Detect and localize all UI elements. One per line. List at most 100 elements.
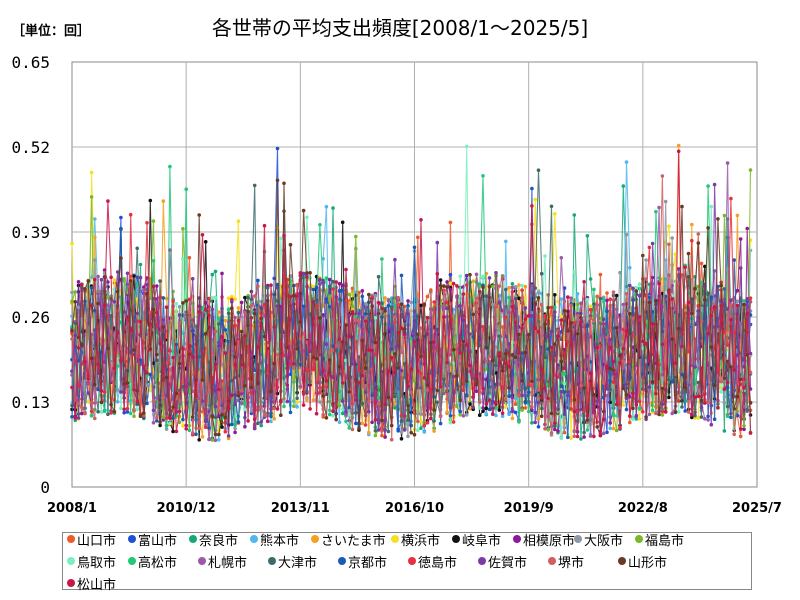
data-point [347, 334, 352, 339]
data-point [683, 399, 687, 403]
data-point [549, 305, 554, 310]
data-point [155, 396, 159, 400]
data-point [279, 236, 283, 241]
data-point [295, 347, 299, 351]
data-point [416, 419, 420, 424]
data-point [553, 310, 557, 314]
data-point [174, 429, 179, 434]
legend-item: 大阪市 [574, 528, 635, 550]
data-point [184, 299, 188, 303]
data-point [337, 389, 342, 394]
data-point [748, 431, 753, 435]
y-tick-label: 0.52 [11, 138, 50, 157]
data-point [334, 417, 339, 422]
data-point [321, 257, 326, 261]
series-20 [70, 149, 753, 439]
legend-label: 大阪市 [584, 533, 624, 549]
data-point [562, 299, 567, 304]
data-point [132, 414, 136, 419]
data-point [696, 380, 701, 385]
data-point [239, 388, 244, 393]
data-point [549, 411, 554, 416]
data-point [360, 315, 365, 320]
data-point [513, 410, 518, 415]
data-point [373, 433, 378, 438]
data-point [556, 334, 560, 338]
data-point [735, 213, 740, 218]
data-point [448, 281, 453, 286]
data-point [566, 336, 570, 341]
x-tick-label: 2022/8 [618, 501, 668, 516]
data-point [177, 321, 182, 325]
data-point [151, 219, 156, 223]
data-point [432, 340, 436, 344]
data-point [305, 275, 309, 280]
legend-item: 徳島市 [408, 550, 478, 572]
data-point [546, 399, 550, 403]
data-point [282, 353, 286, 358]
data-point [344, 323, 348, 327]
data-point [89, 414, 94, 418]
data-point [624, 393, 629, 397]
data-point [513, 355, 518, 360]
data-point [409, 337, 414, 341]
data-point [210, 438, 215, 442]
data-point [566, 435, 570, 440]
data-point [396, 295, 401, 300]
data-point [226, 296, 231, 301]
data-point [569, 343, 573, 348]
data-point [722, 387, 727, 392]
data-point [70, 385, 74, 390]
data-point [115, 331, 120, 335]
data-point [500, 274, 505, 279]
data-point [265, 285, 270, 290]
legend-swatch [391, 535, 399, 543]
data-point [422, 376, 427, 380]
data-point [350, 304, 355, 309]
data-point [207, 313, 211, 318]
data-point [647, 295, 652, 300]
data-point [70, 337, 74, 341]
data-point [200, 399, 205, 403]
data-point [566, 295, 570, 299]
data-point [217, 408, 221, 413]
data-point [494, 303, 498, 308]
data-point [471, 312, 476, 317]
data-point [148, 198, 153, 203]
data-point [119, 358, 123, 362]
data-point [230, 300, 234, 304]
data-point [125, 381, 130, 385]
data-point [119, 215, 123, 220]
data-point [553, 342, 557, 347]
data-point [275, 282, 280, 287]
data-point [148, 322, 153, 326]
data-point [389, 355, 394, 360]
data-point [513, 402, 518, 407]
data-point [122, 277, 126, 281]
data-point [200, 378, 205, 382]
data-point [148, 388, 153, 393]
data-point [566, 340, 570, 344]
y-tick-label: 0.13 [11, 393, 50, 412]
data-point [354, 398, 358, 402]
data-point [128, 279, 133, 283]
data-point [507, 285, 511, 290]
data-point [223, 429, 228, 434]
data-point [383, 309, 387, 313]
data-point [618, 406, 622, 410]
data-point [230, 378, 234, 383]
data-point [155, 284, 159, 288]
data-point [115, 270, 120, 274]
data-point [491, 412, 495, 416]
data-point [350, 362, 355, 366]
data-point [507, 310, 511, 314]
data-point [644, 341, 648, 346]
data-point [357, 426, 361, 431]
data-point [344, 267, 348, 272]
data-point [631, 417, 635, 422]
data-point [318, 375, 322, 380]
data-point [314, 304, 319, 308]
data-point [164, 305, 169, 310]
data-point [419, 419, 423, 424]
data-point [605, 430, 609, 435]
